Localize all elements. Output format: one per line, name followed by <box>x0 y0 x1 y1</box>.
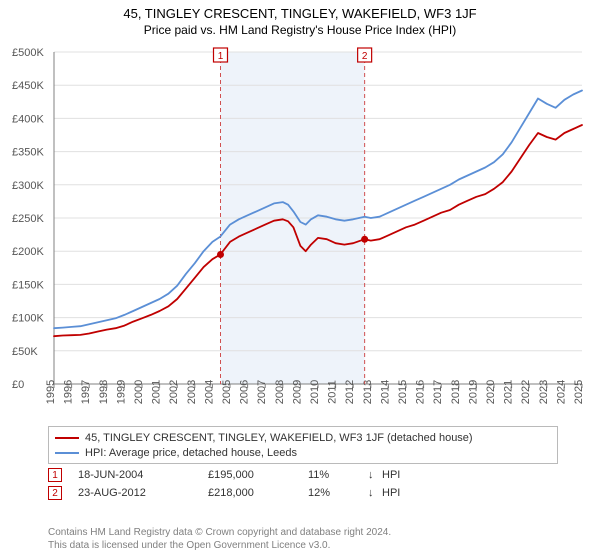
svg-text:2019: 2019 <box>467 380 479 404</box>
down-arrow-icon: ↓ <box>368 487 382 499</box>
svg-text:1997: 1997 <box>80 380 92 404</box>
legend-swatch-property <box>55 437 79 439</box>
svg-text:2001: 2001 <box>151 380 163 404</box>
legend: 45, TINGLEY CRESCENT, TINGLEY, WAKEFIELD… <box>48 426 558 464</box>
event-marker-2: 2 <box>48 486 62 500</box>
event-pct-1: 11% <box>308 469 368 481</box>
svg-text:2018: 2018 <box>450 380 462 404</box>
svg-text:2014: 2014 <box>379 380 391 404</box>
events-table: 1 18-JUN-2004 £195,000 11% ↓ HPI 2 23-AU… <box>48 466 558 502</box>
svg-text:2016: 2016 <box>415 380 427 404</box>
svg-text:2017: 2017 <box>432 380 444 404</box>
event-row-1: 1 18-JUN-2004 £195,000 11% ↓ HPI <box>48 466 558 484</box>
svg-text:£150K: £150K <box>12 279 44 291</box>
svg-text:2: 2 <box>362 51 368 62</box>
svg-text:2000: 2000 <box>133 380 145 404</box>
svg-text:2025: 2025 <box>573 380 585 404</box>
footer-line-1: Contains HM Land Registry data © Crown c… <box>48 526 391 539</box>
svg-text:2003: 2003 <box>186 380 198 404</box>
svg-text:2015: 2015 <box>397 380 409 404</box>
svg-text:2012: 2012 <box>344 380 356 404</box>
line-chart-svg: £0 £50K £100K £150K £200K £250K £300K £350K £400… <box>12 46 588 418</box>
svg-text:2022: 2022 <box>520 380 532 404</box>
svg-text:£450K: £450K <box>12 80 44 92</box>
svg-text:£0: £0 <box>12 379 24 391</box>
svg-text:£350K: £350K <box>12 147 44 159</box>
svg-text:2024: 2024 <box>555 380 567 404</box>
event-price-1: £195,000 <box>208 469 308 481</box>
footer-attribution: Contains HM Land Registry data © Crown c… <box>48 526 391 552</box>
chart-area: £0 £50K £100K £150K £200K £250K £300K £350K £400… <box>12 46 588 418</box>
svg-text:1: 1 <box>218 51 224 62</box>
svg-text:2005: 2005 <box>221 380 233 404</box>
legend-row-property: 45, TINGLEY CRESCENT, TINGLEY, WAKEFIELD… <box>55 430 551 445</box>
svg-text:£50K: £50K <box>12 346 38 358</box>
svg-text:£200K: £200K <box>12 246 44 258</box>
svg-text:2007: 2007 <box>256 380 268 404</box>
event-hpi-2: HPI <box>382 487 422 499</box>
legend-swatch-hpi <box>55 452 79 454</box>
svg-text:1996: 1996 <box>63 380 75 404</box>
svg-text:2020: 2020 <box>485 380 497 404</box>
legend-row-hpi: HPI: Average price, detached house, Leed… <box>55 445 551 460</box>
footer-line-2: This data is licensed under the Open Gov… <box>48 539 391 552</box>
svg-text:2006: 2006 <box>239 380 251 404</box>
svg-text:£300K: £300K <box>12 180 44 192</box>
event-marker-1: 1 <box>48 468 62 482</box>
legend-label-property: 45, TINGLEY CRESCENT, TINGLEY, WAKEFIELD… <box>85 432 473 444</box>
event-date-2: 23-AUG-2012 <box>78 487 208 499</box>
svg-text:2013: 2013 <box>362 380 374 404</box>
svg-text:2011: 2011 <box>327 380 339 404</box>
event-price-2: £218,000 <box>208 487 308 499</box>
chart-title: 45, TINGLEY CRESCENT, TINGLEY, WAKEFIELD… <box>0 0 600 21</box>
svg-text:2008: 2008 <box>274 380 286 404</box>
svg-text:1995: 1995 <box>45 380 57 404</box>
event-date-1: 18-JUN-2004 <box>78 469 208 481</box>
svg-text:£100K: £100K <box>12 313 44 325</box>
svg-text:2023: 2023 <box>538 380 550 404</box>
event-hpi-1: HPI <box>382 469 422 481</box>
legend-label-hpi: HPI: Average price, detached house, Leed… <box>85 447 297 459</box>
svg-text:2009: 2009 <box>291 380 303 404</box>
svg-text:2004: 2004 <box>203 380 215 404</box>
event-row-2: 2 23-AUG-2012 £218,000 12% ↓ HPI <box>48 484 558 502</box>
svg-text:1999: 1999 <box>115 380 127 404</box>
svg-text:£400K: £400K <box>12 113 44 125</box>
down-arrow-icon: ↓ <box>368 469 382 481</box>
chart-subtitle: Price paid vs. HM Land Registry's House … <box>0 21 600 41</box>
svg-text:2021: 2021 <box>503 380 515 404</box>
svg-text:1998: 1998 <box>98 380 110 404</box>
svg-text:£250K: £250K <box>12 213 44 225</box>
event-pct-2: 12% <box>308 487 368 499</box>
svg-text:2010: 2010 <box>309 380 321 404</box>
svg-text:2002: 2002 <box>168 380 180 404</box>
svg-text:£500K: £500K <box>12 47 44 59</box>
